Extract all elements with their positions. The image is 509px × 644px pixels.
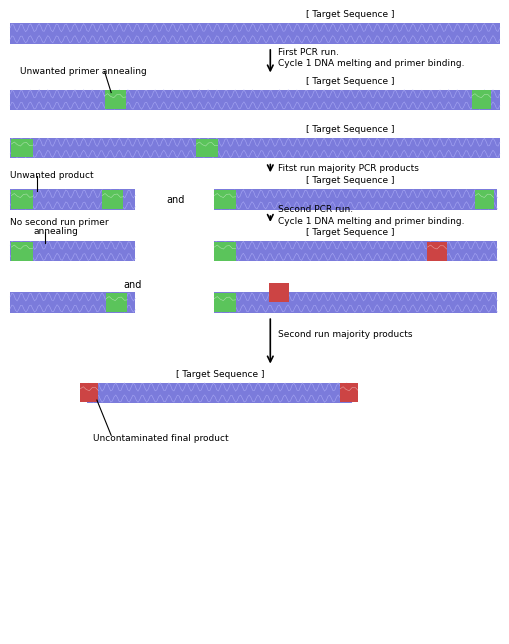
Bar (11, 242, 33, 261)
Text: First PCR run.
Cycle 1 DNA melting and primer binding.: First PCR run. Cycle 1 DNA melting and p… (277, 48, 464, 68)
Bar (214, 190, 235, 209)
Text: annealing: annealing (33, 227, 78, 236)
Bar (269, 283, 288, 301)
Text: and: and (123, 279, 142, 290)
Bar (10, 23, 499, 44)
Bar (214, 293, 235, 312)
Text: [ Target Sequence ]: [ Target Sequence ] (305, 176, 394, 185)
Bar (340, 383, 358, 402)
Text: [ Target Sequence ]: [ Target Sequence ] (305, 125, 394, 134)
Text: [ Target Sequence ]: [ Target Sequence ] (176, 370, 264, 379)
Bar (10, 189, 135, 210)
Bar (214, 189, 496, 210)
Bar (214, 292, 496, 313)
Bar (87, 383, 351, 403)
Bar (196, 138, 217, 158)
Text: [ Target Sequence ]: [ Target Sequence ] (305, 10, 394, 19)
Bar (427, 242, 446, 261)
Bar (10, 292, 135, 313)
Text: [ Target Sequence ]: [ Target Sequence ] (305, 77, 394, 86)
Text: Second run majority products: Second run majority products (277, 330, 412, 339)
Bar (10, 138, 499, 158)
Bar (471, 90, 490, 109)
Text: Fitst run majority PCR products: Fitst run majority PCR products (277, 164, 418, 173)
Bar (214, 241, 496, 261)
Text: Uncontaminated final product: Uncontaminated final product (93, 434, 228, 443)
Text: No second run primer: No second run primer (10, 218, 108, 227)
Bar (106, 293, 127, 312)
Bar (214, 242, 235, 261)
Bar (10, 241, 135, 261)
Bar (474, 190, 493, 209)
Text: Unwanted product: Unwanted product (10, 171, 94, 180)
Bar (80, 383, 98, 402)
Text: Unwanted primer annealing: Unwanted primer annealing (20, 67, 147, 76)
Bar (11, 138, 33, 158)
Text: and: and (166, 194, 185, 205)
Bar (10, 90, 499, 110)
Text: Second PCR run.
Cycle 1 DNA melting and primer binding.: Second PCR run. Cycle 1 DNA melting and … (277, 205, 464, 226)
Bar (102, 190, 123, 209)
Bar (104, 90, 126, 109)
Text: [ Target Sequence ]: [ Target Sequence ] (305, 228, 394, 237)
Bar (11, 190, 33, 209)
